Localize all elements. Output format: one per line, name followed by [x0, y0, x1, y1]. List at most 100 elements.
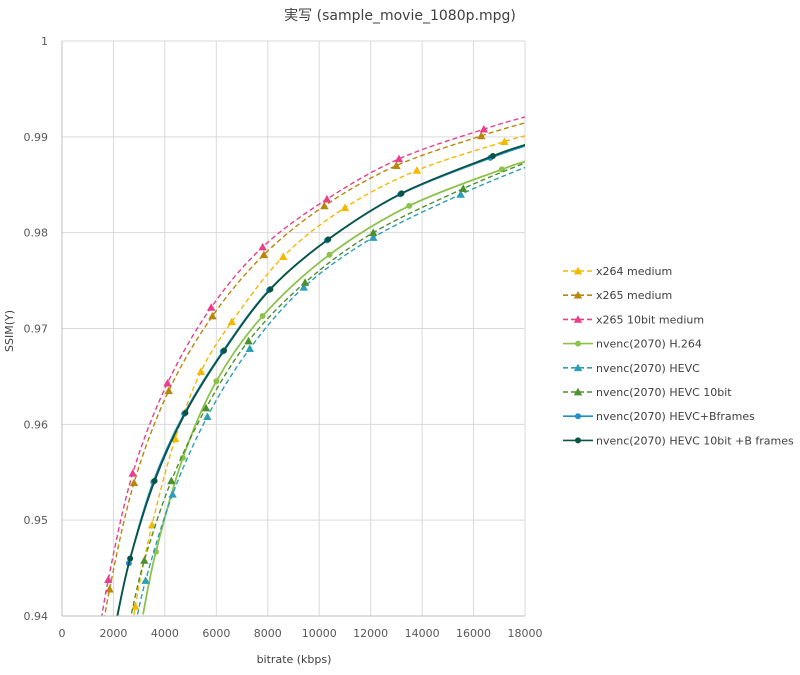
- series-line: [101, 116, 525, 616]
- series-2: [101, 116, 525, 616]
- data-point: [203, 412, 212, 421]
- data-point: [221, 347, 228, 354]
- legend-label: x264 medium: [596, 265, 672, 278]
- x-tick-label: 14000: [405, 627, 440, 640]
- series-layer: [101, 116, 525, 616]
- legend-swatch-marker: [573, 363, 583, 372]
- data-point: [456, 190, 465, 198]
- legend-label: nvenc(2070) HEVC: [596, 362, 700, 375]
- series-line: [103, 122, 525, 616]
- data-point: [105, 584, 114, 593]
- data-point: [320, 201, 329, 210]
- x-tick-label: 4000: [151, 627, 179, 640]
- y-tick-label: 0.98: [24, 227, 49, 240]
- series-line: [132, 135, 525, 616]
- data-point: [340, 203, 350, 212]
- data-point: [163, 378, 172, 387]
- data-point: [489, 153, 496, 159]
- legend-label: x265 medium: [596, 289, 672, 302]
- data-point: [170, 434, 180, 443]
- y-tick-label: 0.95: [24, 514, 49, 527]
- data-point: [227, 317, 236, 326]
- legend-item: nvenc(2070) HEVC+Bframes: [563, 410, 755, 423]
- data-point: [206, 303, 216, 311]
- series-line: [116, 143, 525, 616]
- y-tick-label: 0.94: [24, 610, 49, 623]
- y-tick-label: 1: [41, 35, 48, 48]
- data-point: [168, 490, 177, 498]
- data-point: [127, 555, 134, 562]
- data-point: [394, 154, 404, 163]
- y-axis-title: SSIM(Y): [3, 310, 16, 352]
- data-point: [259, 313, 266, 320]
- legend-label: nvenc(2070) HEVC+Bframes: [596, 410, 755, 423]
- legend: x264 medium x265 medium x265 10bit medium n…: [563, 265, 794, 447]
- legend-swatch-marker: [575, 437, 581, 444]
- data-point: [140, 556, 149, 564]
- data-point: [392, 161, 401, 169]
- axis-ticks: 0 2000 4000 6000 8000 10000 12000 14000 16000 180…: [24, 35, 543, 640]
- y-tick-label: 0.99: [24, 131, 49, 144]
- x-tick-label: 8000: [254, 627, 282, 640]
- data-point: [300, 278, 310, 286]
- data-point: [279, 252, 288, 260]
- data-point: [131, 602, 140, 610]
- legend-item: nvenc(2070) H.264: [563, 338, 702, 351]
- data-point: [459, 184, 468, 192]
- data-point: [258, 242, 267, 251]
- legend-item: x265 medium: [563, 289, 672, 302]
- x-tick-label: 10000: [302, 627, 337, 640]
- data-point: [151, 477, 158, 484]
- legend-item: nvenc(2070) HEVC 10bit +B frames: [563, 434, 794, 447]
- legend-swatch-marker: [575, 413, 581, 420]
- x-tick-label: 2000: [99, 627, 127, 640]
- data-point: [213, 378, 220, 385]
- series-line: [130, 162, 525, 614]
- legend-swatch-marker: [573, 315, 583, 323]
- data-point: [201, 403, 211, 412]
- data-point: [208, 311, 217, 320]
- legend-label: nvenc(2070) HEVC 10bit: [596, 386, 732, 399]
- data-point: [299, 283, 308, 291]
- data-point: [164, 386, 173, 395]
- data-point: [398, 190, 405, 197]
- series-1: [103, 122, 525, 616]
- data-point: [141, 576, 150, 584]
- data-point: [245, 344, 254, 352]
- legend-item: nvenc(2070) HEVC 10bit: [563, 386, 732, 399]
- data-point: [479, 124, 489, 133]
- data-point: [104, 575, 113, 583]
- x-tick-label: 0: [59, 627, 66, 640]
- x-tick-label: 18000: [508, 627, 543, 640]
- series-line: [116, 145, 525, 616]
- y-tick-label: 0.97: [24, 323, 49, 336]
- legend-swatch-marker: [573, 266, 583, 275]
- data-point: [326, 251, 333, 258]
- legend-label: x265 10bit medium: [596, 313, 704, 326]
- data-point: [412, 166, 422, 174]
- data-point: [128, 469, 137, 477]
- series-7: [116, 143, 525, 616]
- data-point: [129, 478, 139, 487]
- data-point: [244, 336, 253, 345]
- data-point: [325, 236, 332, 243]
- series-6: [116, 145, 525, 616]
- legend-label: nvenc(2070) H.264: [596, 338, 702, 351]
- chart-title: 実写 (sample_movie_1080p.mpg): [284, 8, 516, 24]
- y-tick-label: 0.96: [24, 418, 49, 431]
- series-5: [130, 162, 525, 614]
- legend-label: nvenc(2070) HEVC 10bit +B frames: [596, 434, 794, 447]
- data-point: [259, 250, 269, 259]
- legend-item: nvenc(2070) HEVC: [563, 362, 700, 375]
- data-point: [267, 286, 274, 293]
- data-point: [322, 194, 332, 203]
- data-point: [369, 228, 378, 237]
- x-tick-label: 6000: [202, 627, 230, 640]
- x-tick-label: 16000: [456, 627, 491, 640]
- data-point: [147, 520, 157, 529]
- legend-swatch-marker: [575, 340, 581, 347]
- series-0: [131, 135, 525, 616]
- x-tick-label: 12000: [353, 627, 388, 640]
